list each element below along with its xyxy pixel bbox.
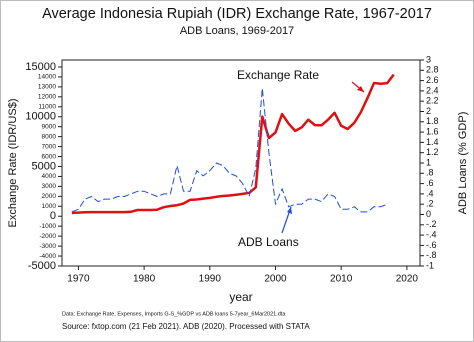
y2-tick-label: 2.6 <box>426 75 439 85</box>
x-tick-label: 2020 <box>396 274 419 285</box>
y2-tick-label: 1.8 <box>426 116 439 126</box>
y2-tick-label: 1 <box>426 157 431 167</box>
annotation: ADB Loans <box>238 235 299 249</box>
y2-tick-label: 2 <box>426 106 431 116</box>
y-tick-label: 7000 <box>42 143 57 150</box>
chart-title: Average Indonesia Rupiah (IDR) Exchange … <box>42 6 432 22</box>
annotation-arrowhead <box>357 86 364 92</box>
x-tick-label: 2000 <box>264 274 287 285</box>
y2-tick-label: 1.4 <box>426 137 439 147</box>
y-tick-label: 13000 <box>38 84 56 91</box>
y2-tick-label: 2.2 <box>426 96 439 106</box>
series-line <box>71 73 395 215</box>
y2-tick-label: -.2 <box>426 219 437 229</box>
y-axis-label: Exchange Rate (IDR/US$) <box>7 99 19 228</box>
x-tick-label: 1990 <box>199 274 222 285</box>
y-tick-label: 12000 <box>38 94 56 101</box>
y2-tick-label: -1 <box>426 260 434 270</box>
x-tick-label: 1970 <box>67 274 90 285</box>
y2-tick-label: .4 <box>426 188 434 198</box>
y2-tick-label: .6 <box>426 178 434 188</box>
y2-tick-label: 2.4 <box>426 85 439 95</box>
annotation: Exchange Rate <box>237 68 319 82</box>
y2-tick-label: .8 <box>426 168 434 178</box>
y-tick-label: 14000 <box>38 74 56 81</box>
y-tick-label: -2000 <box>39 233 56 240</box>
y-tick-label: -1000 <box>39 223 56 230</box>
y-tick-label: 2000 <box>42 193 57 200</box>
y-tick-label: 15000 <box>25 61 56 73</box>
y-tick-label: -4000 <box>39 253 56 260</box>
y-tick-label: -3000 <box>39 243 56 250</box>
y-tick-label: 8000 <box>42 133 57 140</box>
y-tick-label: 11000 <box>38 103 56 110</box>
y-tick-label: 0 <box>50 210 56 222</box>
chart-subtitle: ADB Loans, 1969-2017 <box>180 25 294 37</box>
x-tick-label: 2010 <box>330 274 353 285</box>
y2-tick-label: -.8 <box>426 250 437 260</box>
y2-tick-label: 0 <box>426 209 431 219</box>
y2-tick-label: 3 <box>426 54 431 64</box>
y2-tick-label: 1.6 <box>426 126 439 136</box>
y-tick-label: 1000 <box>42 203 57 210</box>
y2-tick-label: .2 <box>426 199 434 209</box>
y-tick-label: 6000 <box>42 153 57 160</box>
annotation-arrowhead <box>287 207 292 214</box>
y-tick-label: 3000 <box>42 183 57 190</box>
x-tick-label: 1980 <box>133 274 156 285</box>
y-tick-label: -5000 <box>28 260 56 272</box>
y-tick-label: 5000 <box>32 160 56 172</box>
y-tick-label: 4000 <box>42 173 57 180</box>
note: Data: Exchange Rate, Expenses, Imports G… <box>62 311 286 317</box>
y2-axis-label: ADB Loans (% GDP) <box>457 112 469 215</box>
y2-tick-label: -.4 <box>426 229 437 239</box>
series-line <box>71 87 388 213</box>
y2-tick-label: -.6 <box>426 240 437 250</box>
y-tick-label: 10000 <box>25 111 56 123</box>
y2-tick-label: 2.8 <box>426 65 439 75</box>
y-tick-label: 9000 <box>42 123 57 130</box>
source: Source: fxtop.com (21 Feb 2021). ADB (20… <box>62 322 310 331</box>
y2-tick-label: 1.2 <box>426 147 439 157</box>
x-axis-label: year <box>229 290 252 304</box>
